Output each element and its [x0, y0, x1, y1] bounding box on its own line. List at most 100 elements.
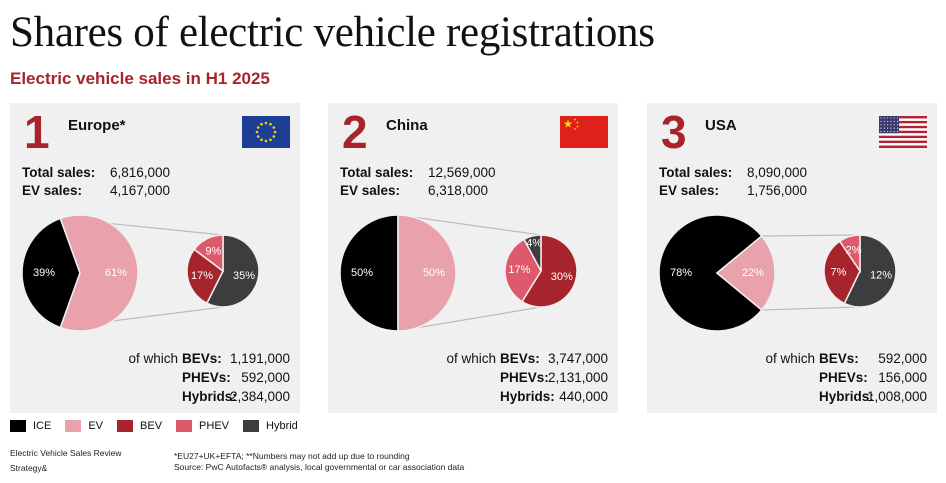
connector-line-top — [761, 234, 861, 237]
total-sales-label: Total sales: — [659, 165, 733, 180]
breakdown-slice-phev — [838, 234, 861, 274]
hybrids-label: Hybrids: — [500, 389, 555, 404]
legend-swatch — [243, 420, 260, 432]
panel-usa: 3 USA Total sales: 8,090,000 EV sales: 1,756,… — [647, 103, 937, 413]
bevs-value: 1,191,000 — [229, 351, 290, 366]
hybrids-value: 1,008,000 — [866, 389, 927, 404]
breakdown-slice-hybrid — [843, 234, 897, 308]
connector-line-bottom — [397, 306, 542, 332]
legend-label: PHEV — [199, 420, 230, 432]
hybrids-value: 2,384,000 — [229, 389, 290, 404]
breakdown-slice-phev — [193, 234, 224, 273]
phevs-value: 156,000 — [878, 370, 927, 385]
pie-chart: 39% 61% 35% 17% 9% — [21, 214, 260, 332]
page-subtitle: Electric vehicle sales in H1 2025 — [10, 69, 270, 88]
pie-label-ev: 50% — [423, 267, 445, 279]
bevs-row: of which BEVs: 592,000 — [647, 351, 937, 370]
pie-slice-ev — [59, 214, 139, 332]
rank-number: 2 — [342, 106, 368, 158]
bevs-row: of which BEVs: 3,747,000 — [328, 351, 618, 370]
total-sales-value: 8,090,000 — [747, 165, 808, 180]
pie-label-ice: 39% — [33, 267, 55, 279]
bevs-label: BEVs: — [819, 351, 859, 366]
legend-swatch — [176, 420, 193, 432]
panel-europe: 1 Europe* Total sales: 6,816,000 EV sales: 4,… — [10, 103, 300, 413]
pie-label-ice: 50% — [351, 267, 373, 279]
phevs-label: PHEVs: — [182, 370, 231, 385]
breakdown-slice-hybrid — [522, 234, 542, 272]
hybrids-label: Hybrids: — [182, 389, 237, 404]
panel-china: 2 China Total sales: 12,569,000 EV sales: 6,3… — [328, 103, 618, 413]
pie-slice-ice — [21, 217, 81, 329]
breakdown-label-phev: 17% — [508, 264, 530, 276]
breakdown-label-phev: 2% — [846, 244, 862, 256]
legend-item-bev: BEV — [117, 420, 162, 432]
hybrids-row: Hybrids: 1,008,000 — [647, 389, 937, 408]
pie-slice-ice — [658, 214, 763, 332]
legend-swatch — [117, 420, 134, 432]
pie-chart: 78% 22% 12% 7% 2% — [658, 214, 897, 332]
rank-number: 3 — [661, 106, 687, 158]
breakdown-slice-hybrid — [205, 234, 260, 308]
phevs-label: PHEVs: — [819, 370, 868, 385]
footer-notes: *EU27+UK+EFTA; **Numbers may not add up … — [174, 451, 464, 473]
phevs-row: PHEVs: 592,000 — [10, 370, 300, 389]
of-which-label: of which — [128, 351, 178, 366]
legend-label: BEV — [140, 420, 163, 432]
total-sales-value: 12,569,000 — [428, 165, 496, 180]
footer-brand: Strategy& — [10, 463, 48, 473]
pie-slice-ev — [715, 234, 776, 312]
total-sales-label: Total sales: — [340, 165, 414, 180]
rank-number: 1 — [24, 106, 50, 158]
breakdown-label-hybrid: 12% — [870, 270, 892, 282]
legend-item-ice: ICE — [10, 420, 51, 432]
ev-breakdown-figures: of which BEVs: 592,000 PHEVs: 156,000 Hybrids… — [647, 351, 937, 408]
footer-note: *EU27+UK+EFTA; **Numbers may not add up … — [174, 451, 410, 461]
region-name: China — [386, 117, 428, 134]
legend-label: EV — [88, 420, 104, 432]
legend-item-hybrid: Hybrid — [243, 420, 298, 432]
region-name: Europe* — [68, 117, 126, 134]
breakdown-label-bev: 17% — [191, 270, 213, 282]
pie-label-ev: 61% — [105, 267, 127, 279]
breakdown-label-bev: 30% — [551, 271, 573, 283]
bevs-label: BEVs: — [500, 351, 540, 366]
legend: ICE EV BEV PHEV Hybrid — [10, 420, 312, 432]
bevs-row: of which BEVs: 1,191,000 — [10, 351, 300, 370]
phevs-value: 592,000 — [241, 370, 290, 385]
pie-label-ice: 78% — [670, 267, 692, 279]
pie-label-ev: 22% — [742, 267, 764, 279]
legend-swatch — [65, 420, 82, 432]
of-which-label: of which — [446, 351, 496, 366]
usa-flag — [879, 116, 927, 148]
breakdown-label-hybrid: 4% — [526, 238, 542, 250]
ev-sales-label: EV sales: — [659, 183, 720, 198]
legend-item-phev: PHEV — [176, 420, 229, 432]
region-name: USA — [705, 117, 737, 134]
footer-left: Electric Vehicle Sales Review Strategy& — [10, 446, 122, 476]
hybrids-row: Hybrids: 2,384,000 — [10, 389, 300, 408]
bevs-label: BEVs: — [182, 351, 222, 366]
ev-sales-value: 1,756,000 — [747, 183, 808, 198]
page-title: Shares of electric vehicle registrations — [10, 9, 655, 56]
ev-breakdown-figures: of which BEVs: 1,191,000 PHEVs: 592,000 Hybri… — [10, 351, 300, 408]
breakdown-label-hybrid: 35% — [233, 270, 255, 282]
footer-report-name: Electric Vehicle Sales Review — [10, 448, 122, 458]
ev-sales-value: 6,318,000 — [428, 183, 489, 198]
legend-label: Hybrid — [266, 420, 298, 432]
breakdown-slice-bev — [521, 234, 578, 308]
bevs-value: 3,747,000 — [547, 351, 608, 366]
connector-line-top — [397, 214, 542, 236]
phevs-value: 2,131,000 — [547, 370, 608, 385]
legend-swatch — [10, 420, 26, 432]
pie-slice-ev — [397, 214, 457, 332]
footer-source: Source: PwC Autofacts® analysis, local g… — [174, 462, 465, 472]
ev-sales-value: 4,167,000 — [110, 183, 171, 198]
total-sales-label: Total sales: — [22, 165, 96, 180]
hybrids-row: Hybrids: 440,000 — [328, 389, 618, 408]
breakdown-label-phev: 9% — [205, 246, 221, 258]
of-which-label: of which — [765, 351, 815, 366]
phevs-row: PHEVs: 2,131,000 — [328, 370, 618, 389]
pie-slice-ice — [339, 214, 399, 332]
legend-label: ICE — [33, 420, 52, 432]
